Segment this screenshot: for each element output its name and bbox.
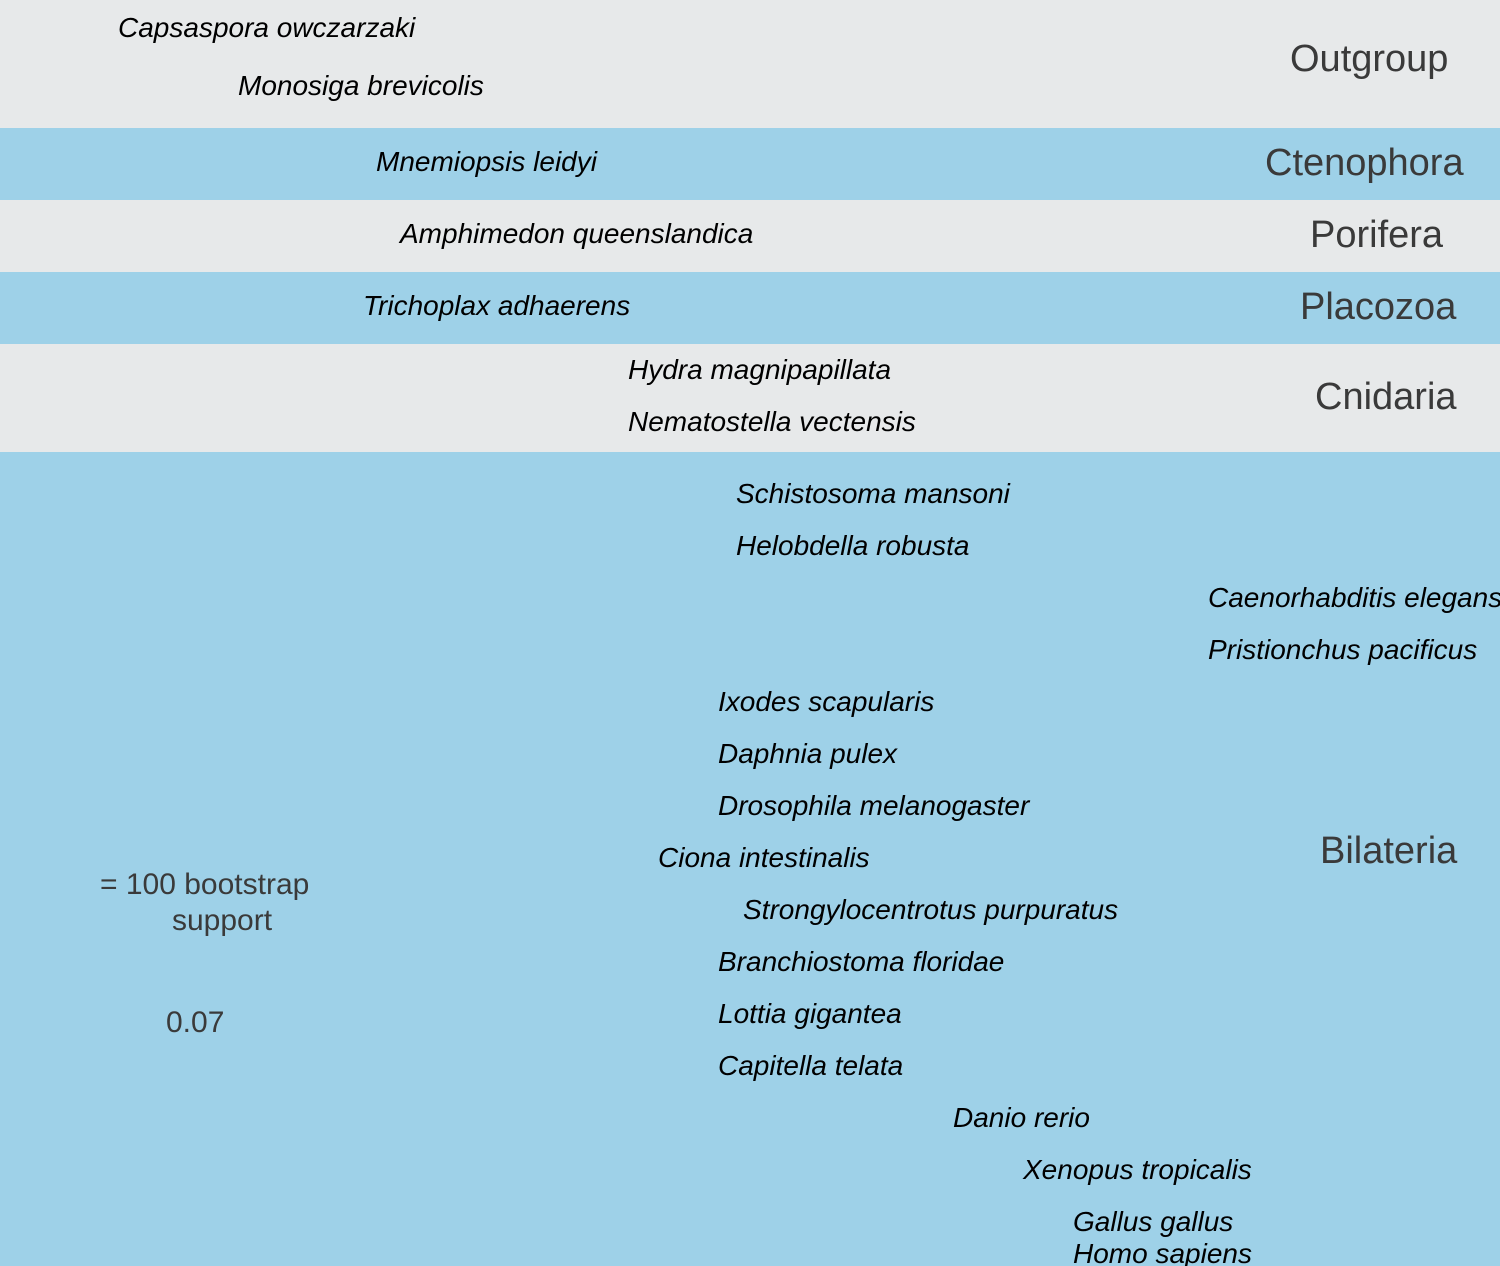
taxon-trichoplax: Trichoplax adhaerens: [363, 290, 630, 322]
group-label-ctenophora: Ctenophora: [1265, 142, 1464, 185]
group-label-placozoa: Placozoa: [1300, 286, 1456, 329]
taxon-strongylo: Strongylocentrotus purpuratus: [743, 894, 1118, 926]
taxon-homo: Homo sapiens: [1073, 1238, 1252, 1266]
taxon-lottia: Lottia gigantea: [718, 998, 902, 1030]
taxon-mnemiopsis: Mnemiopsis leidyi: [376, 146, 597, 178]
taxon-amphimedon: Amphimedon queenslandica: [400, 218, 753, 250]
taxon-danio: Danio rerio: [953, 1102, 1090, 1134]
group-label-outgroup: Outgroup: [1290, 38, 1448, 81]
taxon-capitella: Capitella telata: [718, 1050, 903, 1082]
group-label-porifera: Porifera: [1310, 214, 1443, 257]
taxon-hydra: Hydra magnipapillata: [628, 354, 891, 386]
taxon-helobdella: Helobdella robusta: [736, 530, 970, 562]
taxon-xenopus: Xenopus tropicalis: [1023, 1154, 1252, 1186]
group-label-cnidaria: Cnidaria: [1315, 376, 1457, 419]
taxon-branchiostoma: Branchiostoma floridae: [718, 946, 1004, 978]
taxon-capsaspora: Capsaspora owczarzaki: [118, 12, 415, 44]
scale-bar-label: 0.07: [166, 1006, 224, 1040]
phylogeny-canvas: Outgroup Ctenophora Porifera Placozoa Cnidar…: [0, 0, 1500, 1266]
legend-text-2: support: [172, 904, 272, 938]
taxon-gallus: Gallus gallus: [1073, 1206, 1233, 1238]
taxon-daphnia: Daphnia pulex: [718, 738, 897, 770]
group-label-bilateria: Bilateria: [1320, 830, 1457, 873]
taxon-nematostella: Nematostella vectensis: [628, 406, 916, 438]
taxon-monosiga: Monosiga brevicolis: [238, 70, 484, 102]
taxon-schistosoma: Schistosoma mansoni: [736, 478, 1010, 510]
taxon-ciona: Ciona intestinalis: [658, 842, 870, 874]
taxon-ixodes: Ixodes scapularis: [718, 686, 934, 718]
taxon-drosophila: Drosophila melanogaster: [718, 790, 1029, 822]
taxon-celegans: Caenorhabditis elegans: [1208, 582, 1500, 614]
taxon-pristionchus: Pristionchus pacificus: [1208, 634, 1477, 666]
legend-text-1: = 100 bootstrap: [100, 868, 309, 902]
band-placozoa: [0, 272, 1500, 344]
